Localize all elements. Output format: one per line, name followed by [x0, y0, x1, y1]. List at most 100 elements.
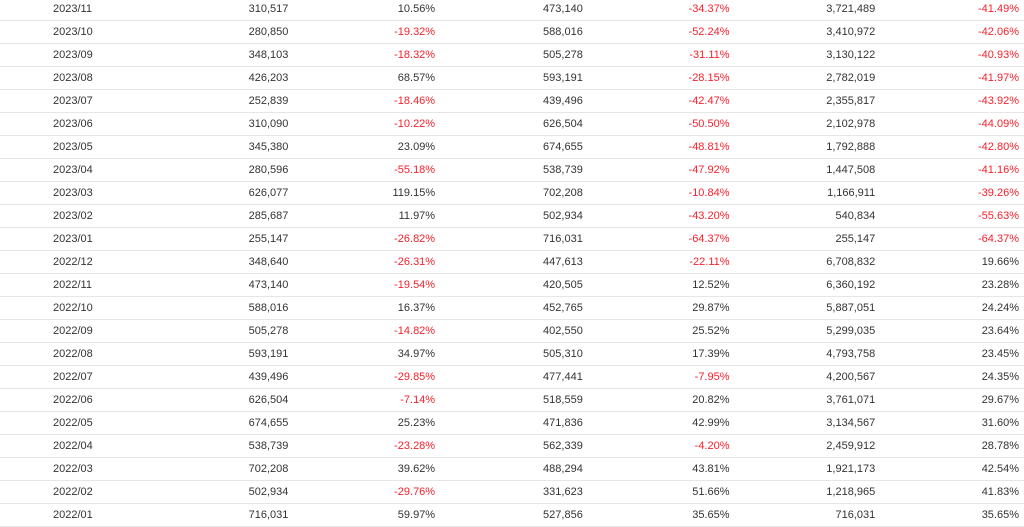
value-b-cell: 593,191 — [435, 66, 583, 91]
change-a-cell: -29.76% — [288, 480, 436, 505]
change-b-cell: -22.11% — [582, 250, 730, 275]
cumulative-cell: 1,921,173 — [729, 457, 876, 482]
value-a-cell: 426,203 — [100, 66, 289, 91]
change-a-cell: 25.23% — [288, 411, 436, 436]
change-a-cell: -29.85% — [288, 365, 436, 390]
change-a-cell: -26.82% — [288, 227, 436, 252]
value-a-cell: 538,739 — [100, 434, 289, 459]
table-row: 2023/03 626,077 119.15% 702,208 -10.84% 1,166… — [0, 181, 1024, 206]
month-cell: 2022/09 — [0, 319, 101, 344]
change-a-cell: -18.32% — [288, 43, 436, 68]
cumulative-cell: 716,031 — [729, 503, 876, 527]
change-b-cell: -42.47% — [582, 89, 730, 114]
cumulative-cell: 1,792,888 — [729, 135, 876, 160]
change-b-cell: 43.81% — [582, 457, 730, 482]
cumulative-cell: 3,134,567 — [729, 411, 876, 436]
table-row: 2022/04 538,739 -23.28% 562,339 -4.20% 2,459,… — [0, 434, 1024, 459]
cumulative-cell: 2,459,912 — [729, 434, 876, 459]
change-a-cell: 59.97% — [288, 503, 436, 527]
table-row: 2022/02 502,934 -29.76% 331,623 51.66% 1,218,… — [0, 480, 1024, 505]
table-row: 2022/01 716,031 59.97% 527,856 35.65% 716,031… — [0, 503, 1024, 527]
value-b-cell: 588,016 — [435, 20, 583, 45]
cumulative-change-cell: 19.66% — [875, 250, 1024, 275]
change-a-cell: 68.57% — [288, 66, 436, 91]
value-a-cell: 310,090 — [100, 112, 289, 137]
cumulative-change-cell: -44.09% — [875, 112, 1024, 137]
value-b-cell: 331,623 — [435, 480, 583, 505]
table-row: 2023/06 310,090 -10.22% 626,504 -50.50% 2,102… — [0, 112, 1024, 137]
table-row: 2023/04 280,596 -55.18% 538,739 -47.92% 1,447… — [0, 158, 1024, 183]
cumulative-cell: 4,200,567 — [729, 365, 876, 390]
value-b-cell: 538,739 — [435, 158, 583, 183]
change-a-cell: -10.22% — [288, 112, 436, 137]
change-a-cell: -7.14% — [288, 388, 436, 413]
change-a-cell: 11.97% — [288, 204, 436, 229]
change-b-cell: -43.20% — [582, 204, 730, 229]
value-b-cell: 439,496 — [435, 89, 583, 114]
change-b-cell: 51.66% — [582, 480, 730, 505]
change-a-cell: -14.82% — [288, 319, 436, 344]
value-a-cell: 702,208 — [100, 457, 289, 482]
value-a-cell: 626,504 — [100, 388, 289, 413]
cumulative-change-cell: 29.67% — [875, 388, 1024, 413]
value-b-cell: 505,278 — [435, 43, 583, 68]
cumulative-change-cell: -41.97% — [875, 66, 1024, 91]
value-a-cell: 626,077 — [100, 181, 289, 206]
cumulative-cell: 5,299,035 — [729, 319, 876, 344]
value-a-cell: 593,191 — [100, 342, 289, 367]
cumulative-cell: 2,355,817 — [729, 89, 876, 114]
change-a-cell: -55.18% — [288, 158, 436, 183]
cumulative-cell: 1,166,911 — [729, 181, 876, 206]
table-row: 2022/03 702,208 39.62% 488,294 43.81% 1,921,1… — [0, 457, 1024, 482]
value-b-cell: 527,856 — [435, 503, 583, 527]
cumulative-change-cell: 23.28% — [875, 273, 1024, 298]
cumulative-change-cell: -40.93% — [875, 43, 1024, 68]
cumulative-change-cell: 35.65% — [875, 503, 1024, 527]
month-cell: 2022/07 — [0, 365, 101, 390]
value-a-cell: 473,140 — [100, 273, 289, 298]
change-b-cell: -47.92% — [582, 158, 730, 183]
cumulative-cell: 255,147 — [729, 227, 876, 252]
month-cell: 2022/02 — [0, 480, 101, 505]
table-row: 2023/07 252,839 -18.46% 439,496 -42.47% 2,355… — [0, 89, 1024, 114]
table-row: 2022/06 626,504 -7.14% 518,559 20.82% 3,761,0… — [0, 388, 1024, 413]
month-cell: 2022/03 — [0, 457, 101, 482]
value-a-cell: 252,839 — [100, 89, 289, 114]
cumulative-change-cell: 23.64% — [875, 319, 1024, 344]
month-cell: 2023/02 — [0, 204, 101, 229]
cumulative-change-cell: 23.45% — [875, 342, 1024, 367]
table-row: 2023/10 280,850 -19.32% 588,016 -52.24% 3,410… — [0, 20, 1024, 45]
month-cell: 2023/05 — [0, 135, 101, 160]
change-a-cell: -19.32% — [288, 20, 436, 45]
month-cell: 2023/08 — [0, 66, 101, 91]
value-b-cell: 447,613 — [435, 250, 583, 275]
change-a-cell: 119.15% — [288, 181, 436, 206]
change-b-cell: -50.50% — [582, 112, 730, 137]
cumulative-change-cell: -43.92% — [875, 89, 1024, 114]
change-b-cell: -52.24% — [582, 20, 730, 45]
cumulative-change-cell: 24.24% — [875, 296, 1024, 321]
value-a-cell: 348,640 — [100, 250, 289, 275]
month-cell: 2022/04 — [0, 434, 101, 459]
cumulative-cell: 4,793,758 — [729, 342, 876, 367]
table-row: 2022/09 505,278 -14.82% 402,550 25.52% 5,299,… — [0, 319, 1024, 344]
month-cell: 2022/06 — [0, 388, 101, 413]
cumulative-cell: 1,218,965 — [729, 480, 876, 505]
cumulative-change-cell: -41.49% — [875, 0, 1024, 22]
value-b-cell: 505,310 — [435, 342, 583, 367]
value-a-cell: 255,147 — [100, 227, 289, 252]
cumulative-change-cell: 41.83% — [875, 480, 1024, 505]
table-row: 2023/02 285,687 11.97% 502,934 -43.20% 540,83… — [0, 204, 1024, 229]
cumulative-change-cell: -64.37% — [875, 227, 1024, 252]
table-row: 2023/09 348,103 -18.32% 505,278 -31.11% 3,130… — [0, 43, 1024, 68]
change-b-cell: 12.52% — [582, 273, 730, 298]
cumulative-change-cell: -42.80% — [875, 135, 1024, 160]
cumulative-cell: 3,721,489 — [729, 0, 876, 22]
value-b-cell: 471,836 — [435, 411, 583, 436]
month-cell: 2022/01 — [0, 503, 101, 527]
month-cell: 2022/11 — [0, 273, 101, 298]
month-cell: 2023/01 — [0, 227, 101, 252]
month-cell: 2022/08 — [0, 342, 101, 367]
